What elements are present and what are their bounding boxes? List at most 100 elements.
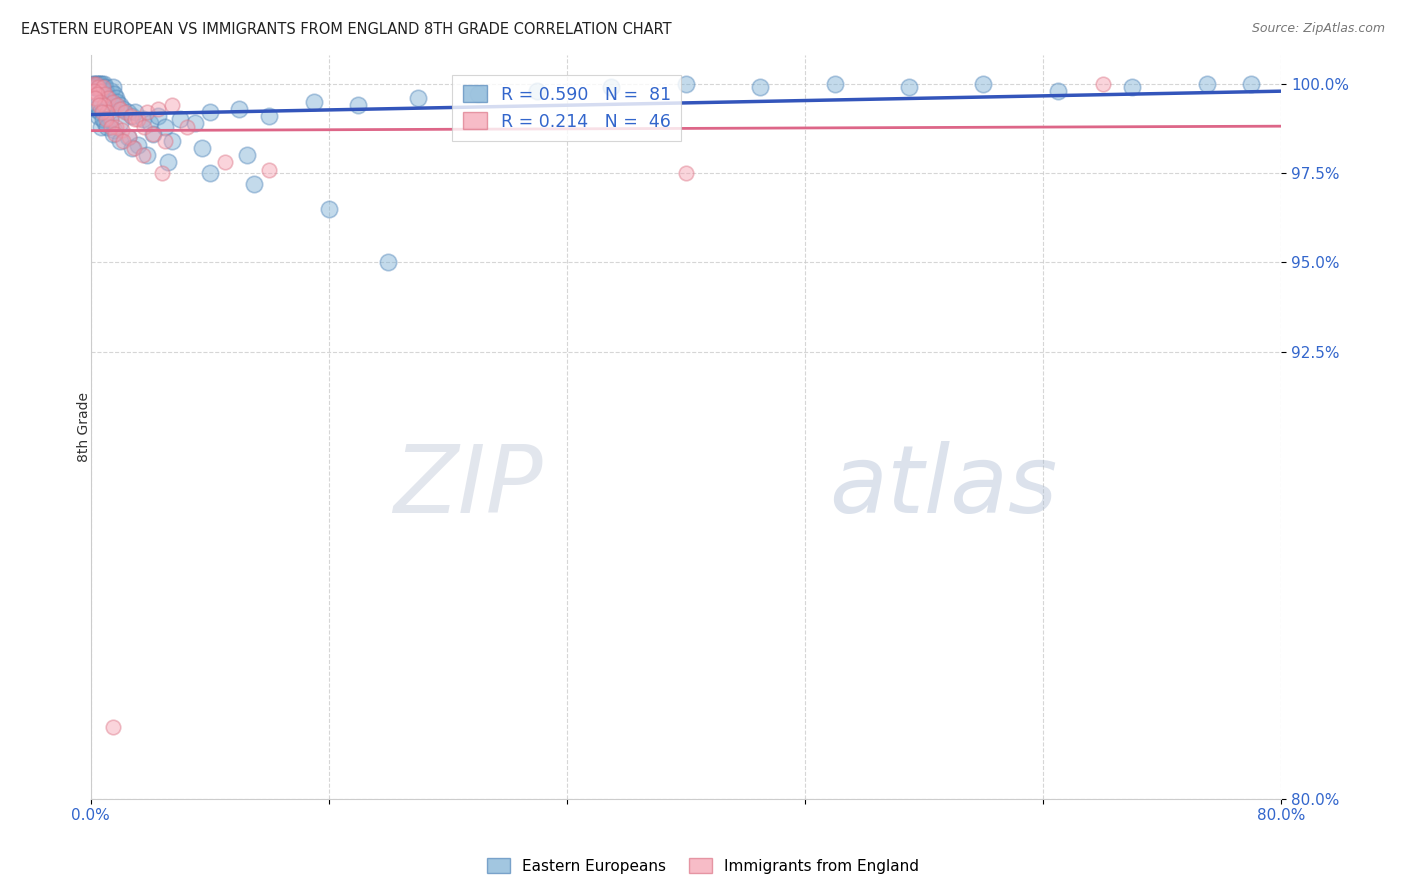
Point [198,166,221,180]
Point [162,98,184,112]
Text: atlas: atlas [828,441,1057,532]
Point [526,84,548,98]
Point [97,91,120,105]
Point [89,95,111,109]
Point [83,77,105,91]
Point [600,80,623,95]
Y-axis label: 8th Grade: 8th Grade [77,392,90,462]
Point [89,77,111,91]
Point [347,98,370,112]
Point [104,120,127,134]
Point [122,141,145,155]
Point [104,127,127,141]
Point [96,120,118,134]
Point [110,98,132,112]
Point [89,77,111,91]
Point [134,120,156,134]
Point [675,166,697,180]
Point [162,134,184,148]
Point [96,87,118,102]
Point [86,77,108,91]
Point [100,84,122,98]
Point [87,98,110,112]
Point [87,77,110,91]
Point [467,87,489,102]
Point [83,84,105,98]
Point [101,95,124,109]
Point [94,87,117,102]
Point [100,120,122,134]
Point [120,109,142,123]
Point [93,98,115,112]
Point [101,720,124,734]
Point [127,137,149,152]
Point [1240,77,1263,91]
Point [91,84,114,98]
Point [675,77,697,91]
Point [302,95,325,109]
Point [112,102,135,116]
Point [198,105,221,120]
Point [89,84,111,98]
Point [110,116,132,130]
Point [100,112,122,127]
Point [898,80,921,95]
Point [156,155,179,169]
Point [972,77,994,91]
Point [87,109,110,123]
Point [150,166,173,180]
Point [105,95,128,109]
Point [103,87,125,102]
Point [90,80,112,95]
Text: Source: ZipAtlas.com: Source: ZipAtlas.com [1251,22,1385,36]
Point [83,80,105,95]
Point [142,127,165,141]
Text: EASTERN EUROPEAN VS IMMIGRANTS FROM ENGLAND 8TH GRADE CORRELATION CHART: EASTERN EUROPEAN VS IMMIGRANTS FROM ENGL… [21,22,672,37]
Point [146,102,169,116]
Point [124,112,146,127]
Point [91,80,114,95]
Point [86,87,108,102]
Point [117,130,139,145]
Point [90,77,112,91]
Point [96,112,118,127]
Point [98,112,121,127]
Point [184,116,207,130]
Point [87,80,110,95]
Point [111,123,134,137]
Point [82,77,104,91]
Point [114,105,136,120]
Point [228,102,250,116]
Point [176,120,198,134]
Point [97,91,120,105]
Point [1195,77,1218,91]
Point [236,148,259,162]
Point [94,116,117,130]
Point [153,134,176,148]
Point [131,112,153,127]
Point [118,130,141,145]
Point [153,120,176,134]
Point [89,105,111,120]
Point [243,177,266,191]
Point [90,105,112,120]
Point [104,91,127,105]
Point [257,162,280,177]
Point [136,105,159,120]
Point [83,80,105,95]
Point [90,120,112,134]
Point [105,98,128,112]
Point [101,127,124,141]
Point [87,80,110,95]
Point [1091,77,1114,91]
Point [131,148,153,162]
Point [84,91,107,105]
Point [84,102,107,116]
Point [824,77,846,91]
Point [110,134,132,148]
Point [191,141,214,155]
Point [82,77,104,91]
Point [91,112,114,127]
Point [214,155,236,169]
Point [112,134,135,148]
